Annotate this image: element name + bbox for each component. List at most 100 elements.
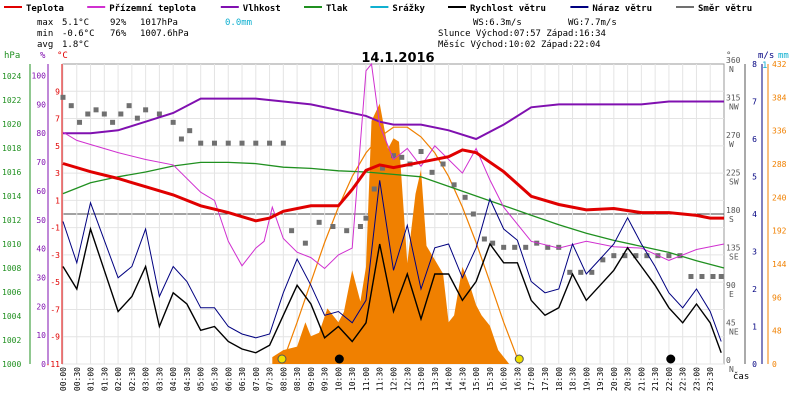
wind-direction-point: [156, 111, 162, 117]
dir-tick: N: [729, 65, 734, 74]
dir-tick: NE: [729, 328, 739, 337]
deg-tick: 225: [726, 169, 741, 178]
wind-direction-point: [699, 274, 705, 279]
time-tick: 08:30: [293, 367, 302, 391]
deg-tick: 315: [726, 94, 741, 103]
time-tick: 03:30: [155, 367, 164, 391]
wind-direction-point: [633, 253, 639, 259]
time-tick: 05:00: [197, 367, 206, 391]
stat-min-label: min: [37, 29, 53, 39]
wind-direction-point: [440, 161, 446, 167]
wind-direction-point: [239, 140, 245, 146]
temp-tick: 5: [55, 142, 60, 151]
temp-tick: 7: [55, 115, 60, 124]
hpa-tick: 1022: [2, 96, 21, 105]
time-tick: 21:00: [637, 367, 646, 391]
series-ground-temperature: [62, 62, 725, 270]
wind-direction-point: [225, 140, 231, 146]
wind-direction-point: [198, 140, 204, 146]
time-tick: 16:00: [500, 367, 509, 391]
wind-direction-point: [451, 182, 457, 188]
stat-wg: WG:7.7m/s: [568, 18, 617, 28]
axes: 00:00 00:30 01:00 01:30 02:00 02:30 03:00 03:30…: [2, 56, 787, 391]
hpa-tick: 1006: [2, 288, 21, 297]
time-tick: 15:30: [486, 367, 495, 391]
wind-direction-point: [644, 253, 650, 259]
wind-direction-point: [85, 111, 91, 117]
wind-direction-point: [134, 115, 140, 121]
time-tick: 02:30: [128, 367, 137, 391]
wind-direction-point: [622, 253, 628, 259]
time-tick: 07:00: [252, 367, 261, 391]
wind-direction-point: [316, 219, 322, 225]
time-tick: 13:00: [417, 367, 426, 391]
time-tick: 14:30: [458, 367, 467, 391]
chart-title: 14.1.2016: [361, 51, 434, 66]
stat-avg-label: avg: [37, 40, 53, 50]
pct-tick: 80: [36, 129, 46, 138]
stat-max-temp: 5.1°C: [62, 18, 89, 28]
legend: Teplota Přízemní teplota Vlhkost Tlak Srážky…: [4, 3, 752, 14]
pct-tick: 90: [36, 100, 46, 109]
legend-label-2: Vlhkost: [243, 4, 281, 14]
time-tick: 02:00: [114, 367, 123, 391]
legend-label-4: Srážky: [392, 4, 425, 14]
wind-direction-point: [267, 140, 273, 146]
time-tick: 11:00: [362, 367, 371, 391]
temp-tick: -1: [50, 224, 60, 233]
wind-direction-point: [68, 103, 74, 109]
wind-direction-point: [379, 165, 385, 171]
axis-title-ms: m/s: [758, 51, 774, 61]
wind-direction-point: [211, 140, 217, 146]
stat-max-pres: 1017hPa: [140, 18, 178, 28]
solar-tick: 48: [772, 327, 782, 336]
wind-direction-point: [253, 140, 259, 146]
wind-direction-point: [490, 240, 496, 246]
temp-tick: -5: [50, 278, 60, 287]
time-tick: 05:30: [210, 367, 219, 391]
temp-tick: 9: [55, 87, 60, 96]
dir-tick: S: [729, 215, 734, 224]
axis-titles: hPa % °C ° m/s mm 1 čas: [4, 51, 789, 382]
hpa-tick: 1024: [2, 72, 21, 81]
wind-direction-point: [418, 149, 424, 154]
legend-label-1: Přízemní teplota: [109, 4, 196, 14]
dir-tick: NW: [729, 103, 739, 112]
time-tick: 13:30: [431, 367, 440, 391]
time-tick: 04:00: [169, 367, 178, 391]
wind-direction-point: [93, 107, 99, 113]
time-tick: 00:30: [73, 367, 82, 391]
time-tick: 19:00: [582, 367, 591, 391]
wind-direction-point: [118, 111, 124, 117]
solar-tick: 288: [772, 160, 787, 169]
legend-label-3: Tlak: [326, 4, 348, 14]
temp-tick: -9: [50, 333, 60, 342]
axis-ms-top: 1: [762, 61, 767, 71]
time-tick: 01:30: [100, 367, 109, 391]
sunrise-marker: [277, 354, 287, 364]
wind-direction-point: [470, 211, 476, 217]
time-tick: 04:30: [183, 367, 192, 391]
axis-title-temp: °C: [57, 51, 68, 61]
temp-tick: 1: [55, 196, 60, 205]
hpa-tick: 1000: [2, 360, 21, 369]
axis-title-deg: °: [726, 51, 731, 61]
hpa-tick: 1018: [2, 144, 21, 153]
deg-tick: 0: [726, 356, 731, 365]
wind-direction-point: [143, 107, 149, 113]
series-temperature: [62, 148, 724, 223]
pct-tick: 40: [36, 245, 46, 254]
pct-tick: 70: [36, 158, 46, 167]
sunset-marker: [514, 354, 524, 364]
stat-avg-temp: 1.8°C: [62, 40, 89, 50]
time-tick: 18:30: [569, 367, 578, 391]
wind-direction-point: [688, 274, 694, 279]
deg-tick: 45: [726, 319, 736, 328]
time-tick: 11:30: [376, 367, 385, 391]
dir-tick: SW: [729, 178, 739, 187]
hpa-tick: 1004: [2, 312, 21, 321]
ms-tick: 1: [752, 323, 757, 332]
wind-direction-point: [666, 253, 672, 259]
time-tick: 23:30: [706, 367, 715, 391]
stat-ws: WS:6.3m/s: [473, 18, 522, 28]
